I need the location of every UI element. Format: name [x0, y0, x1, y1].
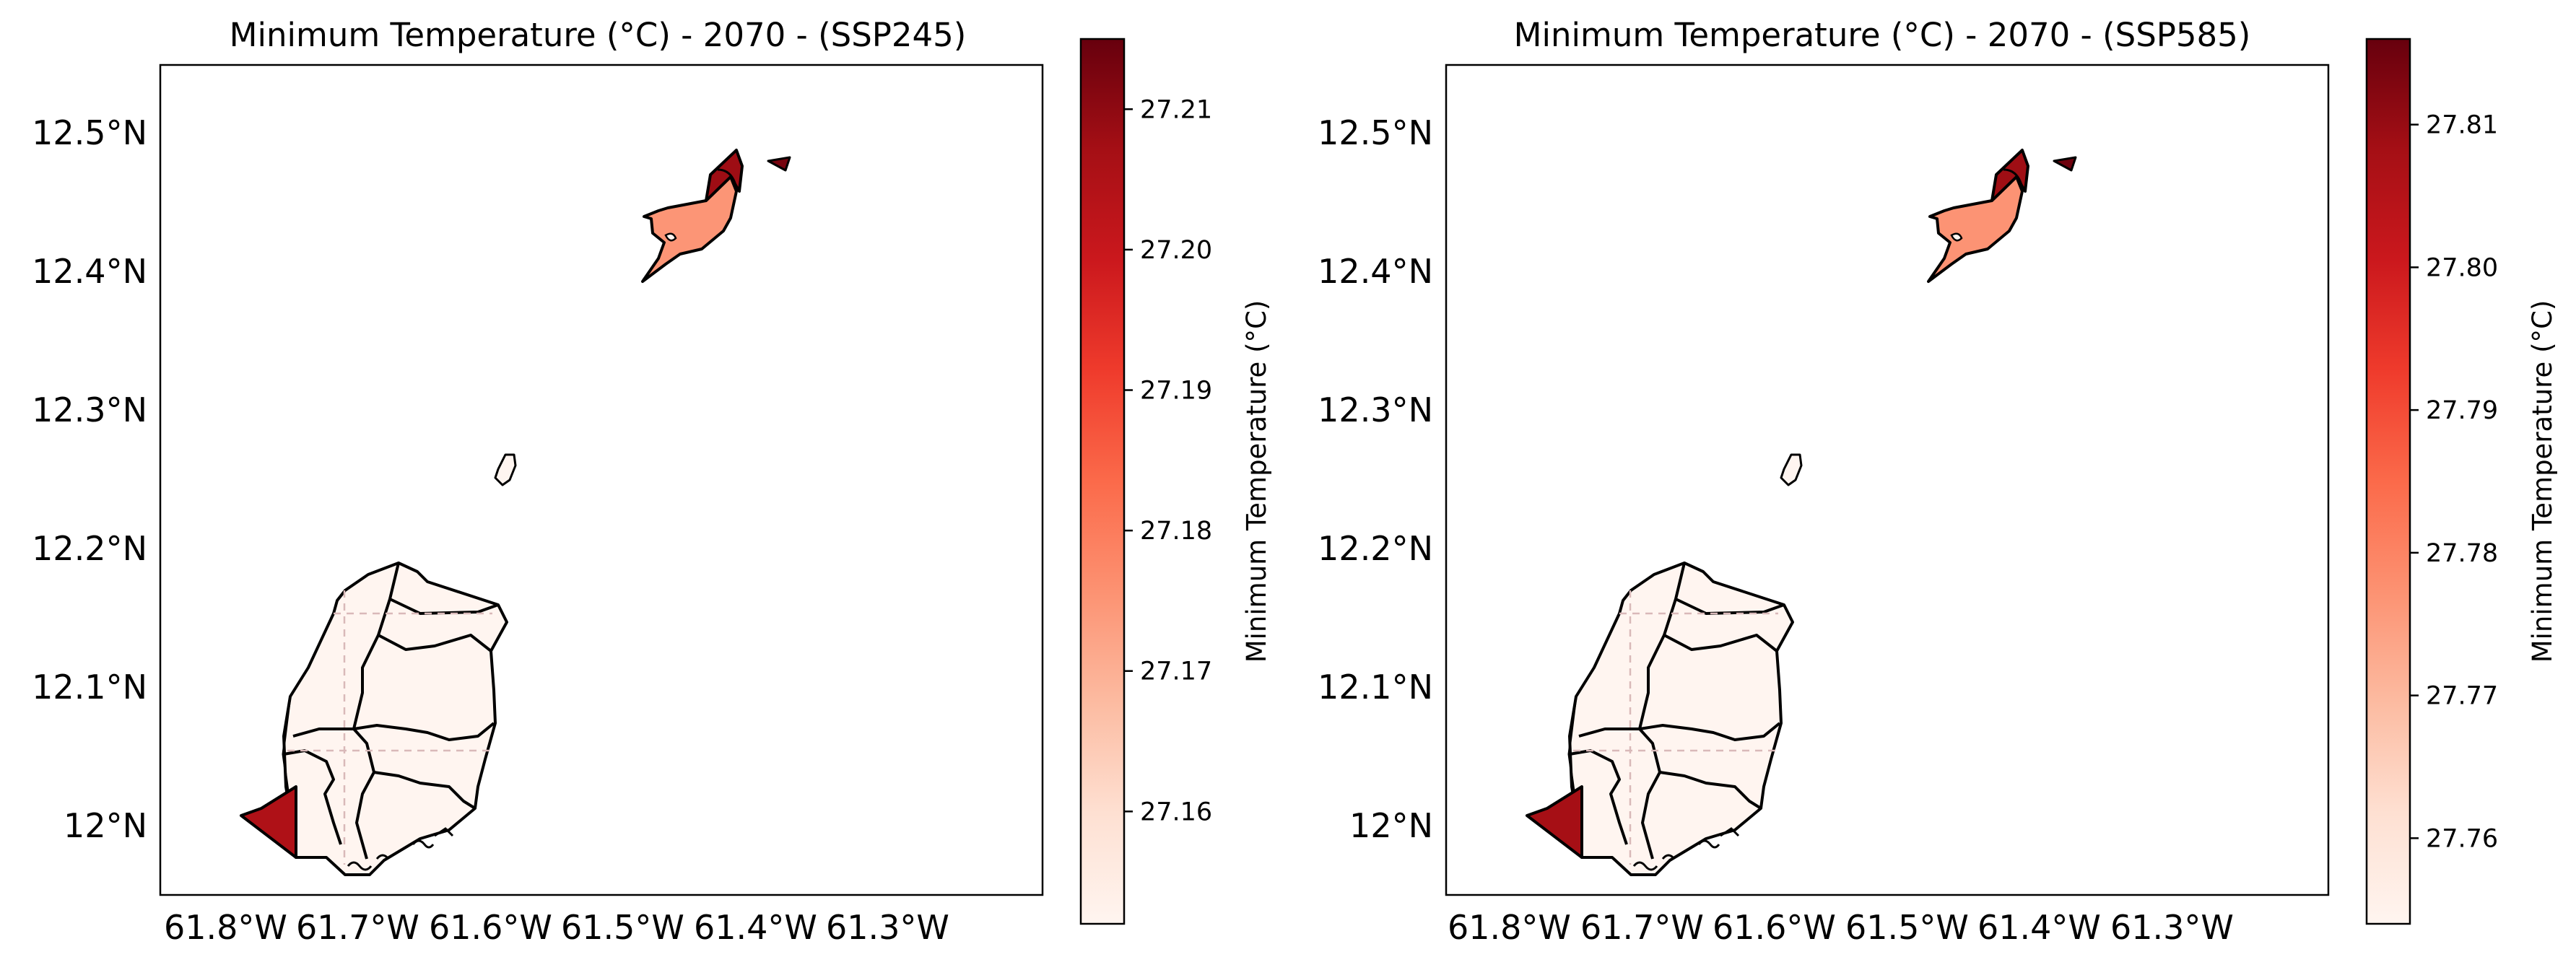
carriacou-south [1927, 175, 2024, 283]
island-regions [1526, 149, 2077, 876]
lat-axis-labels: 12.5°N 12.4°N 12.3°N 12.2°N 12.1°N 12°N [1318, 113, 1433, 845]
colorbar-gradient [1079, 38, 1126, 925]
lon-label: 61.6°W [429, 908, 552, 947]
ronde-island [494, 453, 517, 486]
carriacou-north-boundary [2003, 168, 2024, 188]
lon-label: 61.8°W [1448, 908, 1571, 947]
colorbar-tick-label: 27.17 [1140, 657, 1212, 686]
carriacou-south [641, 175, 738, 283]
small-islet [1950, 232, 1963, 242]
lat-label: 12°N [64, 806, 147, 845]
lat-label: 12.2°N [1318, 529, 1433, 568]
map-title: Minimum Temperature (°C) - 2070 - (SSP24… [230, 16, 967, 54]
parish-boundaries [1569, 562, 1785, 860]
southern-inlets [347, 839, 435, 871]
lat-label: 12°N [1349, 806, 1433, 845]
ronde-island [1780, 453, 1803, 486]
lon-label: 61.7°W [296, 908, 419, 947]
lon-label: 61.7°W [1580, 908, 1704, 947]
colorbar-tick-label: 27.76 [2426, 824, 2498, 853]
lat-label: 12.4°N [1318, 252, 1433, 291]
colorbar-tick-label: 27.77 [2426, 682, 2498, 711]
map-panel-ssp585: Minimum Temperature (°C) - 2070 - (SSP58… [1318, 16, 2558, 947]
lon-axis-labels: 61.8°W 61.7°W 61.6°W 61.5°W 61.4°W 61.3°… [164, 908, 949, 947]
colorbar-gradient [2365, 38, 2411, 925]
lon-label: 61.3°W [826, 908, 949, 947]
grenada-southwest-point [1526, 785, 1583, 859]
petite-martinique [2053, 156, 2077, 172]
colorbar-ticks: 27.21 27.20 27.19 27.18 27.17 27.16 [1124, 95, 1212, 826]
lat-label: 12.5°N [32, 113, 147, 152]
colorbar-ticks: 27.81 27.80 27.79 27.78 27.77 27.76 [2410, 111, 2498, 853]
colorbar-tick-label: 27.18 [1140, 517, 1212, 546]
lon-label: 61.5°W [561, 908, 684, 947]
parish-boundaries [283, 562, 499, 860]
colorbar-tick-label: 27.20 [1140, 236, 1212, 265]
grid-dashes [1573, 590, 1778, 865]
map-frame [159, 64, 1044, 896]
colorbar-tick-label: 27.78 [2426, 539, 2498, 568]
map-title: Minimum Temperature (°C) - 2070 - (SSP58… [1514, 16, 2251, 54]
petite-martinique [767, 156, 791, 172]
lat-label: 12.2°N [32, 529, 147, 568]
lon-label: 61.4°W [694, 908, 817, 947]
lat-label: 12.1°N [32, 668, 147, 707]
small-islet [664, 232, 677, 242]
colorbar-tick-label: 27.80 [2426, 253, 2498, 282]
lon-label: 61.3°W [2110, 908, 2234, 947]
colorbar-tick-label: 27.21 [1140, 95, 1212, 124]
colorbar-tick-label: 27.16 [1140, 798, 1212, 826]
colorbar: 27.21 27.20 27.19 27.18 27.17 27.16 Minimum T… [1079, 38, 1272, 925]
map-panel-ssp245: Minimum Temperature (°C) - 2070 - (SSP24… [32, 16, 1272, 947]
lat-axis-labels: 12.5°N 12.4°N 12.3°N 12.2°N 12.1°N 12°N [32, 113, 147, 845]
lat-label: 12.5°N [1318, 113, 1433, 152]
lon-label: 61.4°W [1977, 908, 2101, 947]
lat-label: 12.3°N [1318, 390, 1433, 429]
colorbar-label: Minimum Temperature (°C) [2527, 300, 2558, 663]
grenada-southeast-cape [1720, 827, 1740, 837]
colorbar: 27.81 27.80 27.79 27.78 27.77 27.76 Minimum T… [2365, 38, 2558, 925]
map-frame [1445, 64, 2330, 896]
colorbar-tick-label: 27.79 [2426, 396, 2498, 425]
lat-label: 12.3°N [32, 390, 147, 429]
colorbar-tick-label: 27.81 [2426, 111, 2498, 140]
island-regions [240, 149, 791, 876]
grenada-southwest-point [240, 785, 297, 859]
lon-label: 61.5°W [1845, 908, 1969, 947]
lat-label: 12.4°N [32, 252, 147, 291]
southern-inlets [1632, 839, 1720, 871]
colorbar-label: Minimum Temperature (°C) [1241, 300, 1272, 663]
carriacou-north-boundary [717, 168, 738, 188]
grenada-southeast-cape [434, 827, 454, 837]
lon-label: 61.8°W [164, 908, 287, 947]
lon-label: 61.6°W [1713, 908, 1836, 947]
lat-label: 12.1°N [1318, 668, 1433, 707]
grid-dashes [287, 590, 492, 865]
lon-axis-labels: 61.8°W 61.7°W 61.6°W 61.5°W 61.4°W 61.3°… [1448, 908, 2234, 947]
colorbar-tick-label: 27.19 [1140, 377, 1212, 406]
